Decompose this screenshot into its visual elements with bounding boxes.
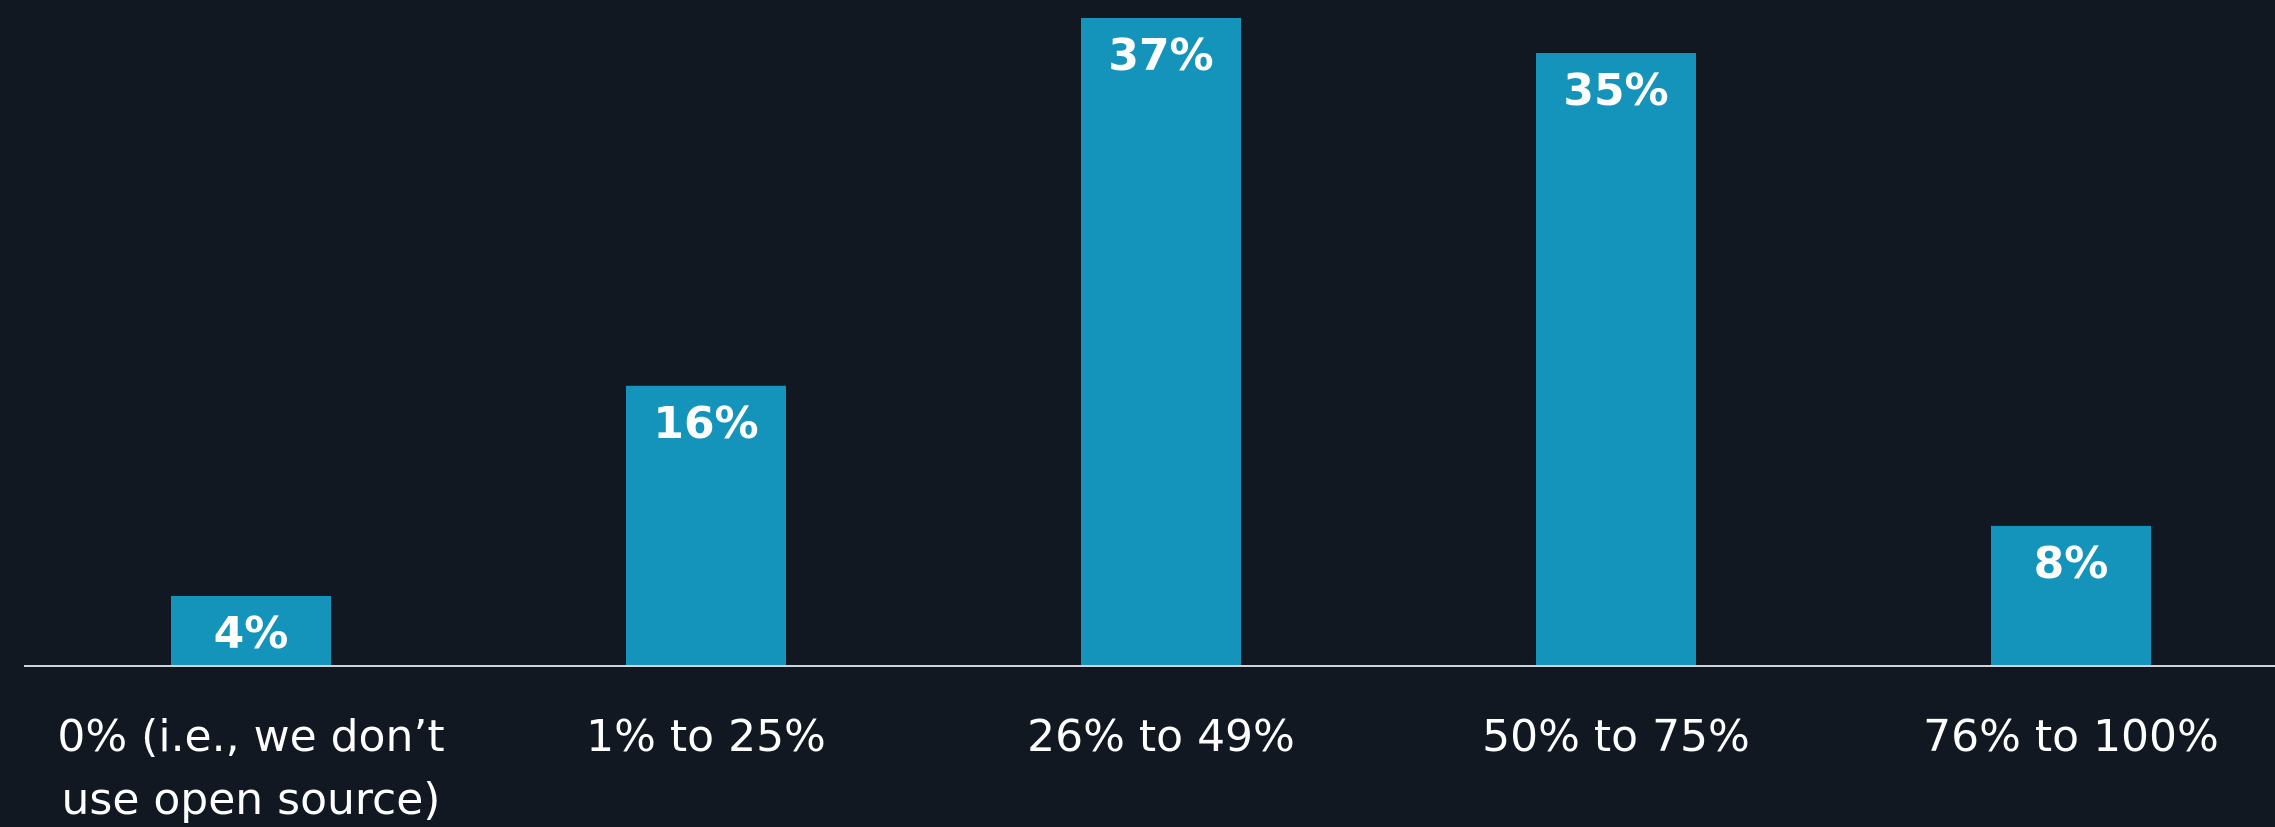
category-label-3: 50% to 75% — [1482, 711, 1750, 762]
category-label-1: 1% to 25% — [586, 711, 826, 762]
bar-value-label-3: 35% — [1563, 65, 1668, 116]
category-label-4: 76% to 100% — [1923, 711, 2219, 762]
bar-value-label-4: 8% — [2034, 538, 2109, 589]
category-labels-group: 0% (i.e., we don’t use open source) 1% to … — [57, 711, 2218, 825]
data-labels-group: 4% 16% 37% 35% 8% — [214, 30, 2109, 659]
category-label-0-line-1: use open source) — [62, 774, 441, 825]
bar-1 — [626, 385, 786, 666]
bar-0 — [171, 595, 331, 666]
category-label-2: 26% to 49% — [1027, 711, 1295, 762]
bar-2 — [1081, 18, 1241, 666]
bars-group — [171, 18, 2151, 666]
category-label-0-line-0: 0% (i.e., we don’t — [57, 711, 444, 762]
bar-4 — [1991, 525, 2151, 666]
bar-value-label-0: 4% — [214, 608, 289, 659]
bar-value-label-1: 16% — [653, 398, 758, 449]
bar-3 — [1536, 53, 1696, 666]
bar-value-label-2: 37% — [1108, 30, 1213, 81]
